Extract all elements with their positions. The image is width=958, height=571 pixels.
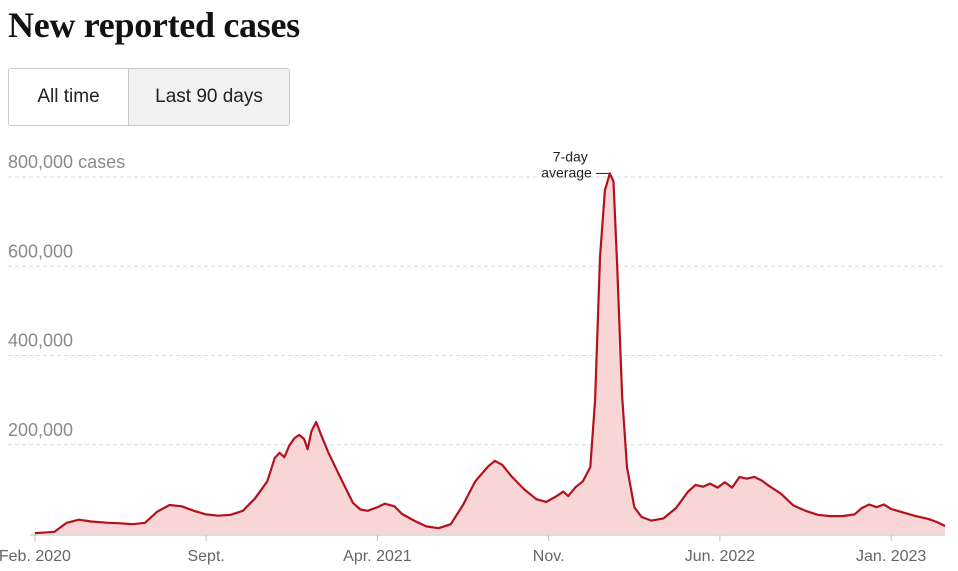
all-time-button[interactable]: All time <box>9 69 129 125</box>
last-90-days-button[interactable]: Last 90 days <box>129 69 289 125</box>
annotation-text: average <box>541 164 592 180</box>
x-tick-label: Jan. 2023 <box>856 548 926 565</box>
y-tick-label: 400,000 <box>8 331 73 351</box>
x-tick-label: Feb. 2020 <box>0 548 71 565</box>
x-axis-labels: Feb. 2020 Sept. Apr. 2021 Nov. Jun. 2022 Jan.… <box>0 535 926 565</box>
time-range-toggle: All time Last 90 days <box>8 68 290 126</box>
x-tick-label: Apr. 2021 <box>343 548 412 565</box>
x-tick-label: Sept. <box>187 548 224 565</box>
y-axis-labels: 800,000 cases 600,000 400,000 200,000 <box>8 152 125 440</box>
x-tick-label: Jun. 2022 <box>685 548 755 565</box>
y-tick-label: 600,000 <box>8 241 73 261</box>
annotation-text: 7-day <box>553 148 588 164</box>
cases-area-fill <box>34 173 945 534</box>
cases-average-line <box>34 172 946 535</box>
gridlines <box>8 176 945 446</box>
x-tick-label: Nov. <box>533 548 565 565</box>
y-tick-label: 200,000 <box>8 420 73 440</box>
y-tick-label: 800,000 cases <box>8 152 125 172</box>
page-title: New reported cases <box>8 5 300 45</box>
